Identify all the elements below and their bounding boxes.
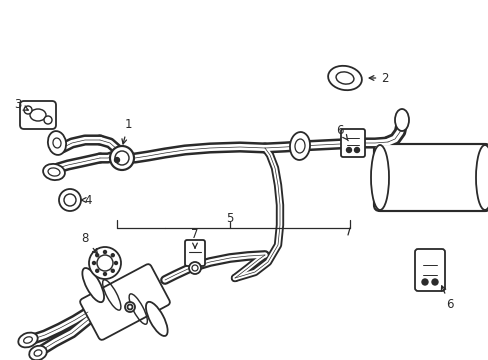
Circle shape <box>192 265 198 271</box>
Text: 6: 6 <box>441 286 453 311</box>
Ellipse shape <box>23 337 32 343</box>
Ellipse shape <box>18 333 38 347</box>
Ellipse shape <box>48 168 60 176</box>
FancyBboxPatch shape <box>373 144 488 211</box>
Circle shape <box>44 116 52 124</box>
FancyBboxPatch shape <box>20 101 56 129</box>
Circle shape <box>127 305 132 310</box>
Circle shape <box>103 251 106 253</box>
Circle shape <box>92 261 95 265</box>
Circle shape <box>96 269 99 272</box>
Text: 4: 4 <box>81 194 92 207</box>
Circle shape <box>431 279 437 285</box>
FancyBboxPatch shape <box>80 264 169 340</box>
FancyBboxPatch shape <box>340 129 364 157</box>
FancyBboxPatch shape <box>414 249 444 291</box>
Ellipse shape <box>43 164 65 180</box>
Circle shape <box>110 146 134 170</box>
Circle shape <box>89 247 121 279</box>
Circle shape <box>103 273 106 275</box>
Circle shape <box>346 148 351 153</box>
Circle shape <box>114 158 119 162</box>
Text: 8: 8 <box>81 231 97 254</box>
Circle shape <box>189 262 201 274</box>
Circle shape <box>111 269 114 272</box>
FancyBboxPatch shape <box>184 240 204 266</box>
Circle shape <box>354 148 359 153</box>
Text: 7: 7 <box>191 229 198 248</box>
Ellipse shape <box>48 131 66 155</box>
Ellipse shape <box>475 145 488 210</box>
Circle shape <box>96 254 99 257</box>
Ellipse shape <box>335 72 353 84</box>
Circle shape <box>97 255 113 271</box>
Text: 2: 2 <box>368 72 388 85</box>
Circle shape <box>114 261 117 265</box>
Ellipse shape <box>394 109 408 131</box>
Ellipse shape <box>34 350 42 356</box>
Text: 5: 5 <box>226 211 233 225</box>
Ellipse shape <box>82 268 104 302</box>
Ellipse shape <box>29 346 47 360</box>
Ellipse shape <box>294 139 305 153</box>
Ellipse shape <box>370 145 388 210</box>
Text: 6: 6 <box>336 123 347 141</box>
Circle shape <box>59 189 81 211</box>
Ellipse shape <box>53 138 61 148</box>
Circle shape <box>421 279 427 285</box>
Ellipse shape <box>289 132 309 160</box>
Text: 1: 1 <box>122 118 131 144</box>
Circle shape <box>64 194 76 206</box>
Circle shape <box>115 151 129 165</box>
Circle shape <box>125 302 135 312</box>
Ellipse shape <box>145 302 167 336</box>
Circle shape <box>24 106 32 114</box>
Ellipse shape <box>30 109 46 121</box>
Circle shape <box>111 254 114 257</box>
Text: 3: 3 <box>14 99 28 112</box>
Ellipse shape <box>327 66 361 90</box>
